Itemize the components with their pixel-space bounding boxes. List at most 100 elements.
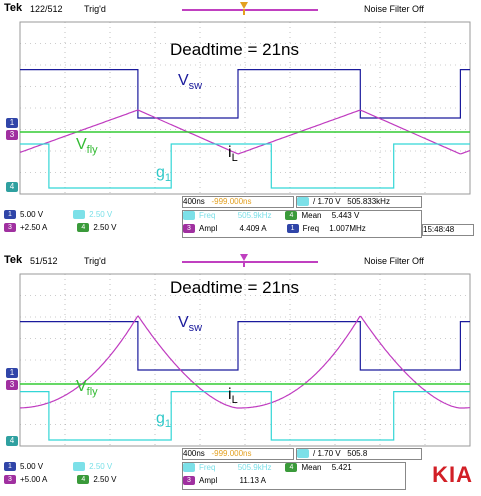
trigger-box: / 1.70 V 505.833kHz — [296, 196, 422, 208]
vsw-label-main: V — [178, 314, 189, 331]
kia-logo: KIA — [432, 462, 473, 487]
series-iL — [19, 109, 471, 155]
measurement-4-name: Freq — [302, 224, 320, 233]
series-g1 — [20, 143, 470, 189]
g1-label-main: g — [156, 410, 165, 427]
scope-header: Tek 51/512 Trig'd Noise Filter Off — [0, 252, 481, 272]
vfly-label: Vfly — [76, 136, 98, 156]
ch3-marker: 3 — [6, 380, 18, 390]
vfly-label-main: V — [76, 378, 87, 395]
ch3-scale-value: +5.00 A — [20, 475, 48, 484]
trigger-frequency: 505.833kHz — [347, 197, 390, 206]
ch4-scale-value: 2.50 V — [93, 223, 117, 232]
trigger-status: Trig'd — [84, 4, 106, 14]
ch2-scale-value: 2.50 V — [89, 462, 113, 471]
trigger-position: -999.000ns — [211, 449, 252, 458]
ch1-marker: 1 — [6, 368, 18, 378]
g1-label-sub: 1 — [164, 418, 172, 431]
series-vsw — [20, 69, 470, 119]
measurement-4-value: 1.007MHz — [329, 224, 366, 233]
trigger-marker-icon — [240, 2, 248, 15]
measurement-2-name: Mean — [301, 463, 322, 472]
ch4-marker: 4 — [6, 436, 18, 446]
ch4-marker: 4 — [6, 182, 18, 192]
measurement-2-value: 5.443 V — [331, 211, 360, 220]
measurement-1-name: Freq — [199, 211, 216, 220]
scope-footer: 400ns -999.000ns / 1.70 V 505.8 1 5.00 V … — [0, 448, 481, 496]
ch1-scale-value: 5.00 V — [20, 462, 44, 471]
measurement-3-value: 11.13 A — [239, 476, 267, 485]
il-label: iL — [228, 386, 238, 406]
measurements-box: Freq 505.9kHz 4 Mean 5.443 V 3 Ampl 4.409 A… — [182, 210, 422, 238]
vfly-label: Vfly — [76, 378, 98, 398]
vsw-label: Vsw — [178, 314, 202, 334]
g1-label-main: g — [156, 164, 165, 181]
timebase-box: 400ns -999.000ns — [182, 196, 294, 208]
trigger-position: -999.000ns — [211, 197, 252, 206]
timebase: 400ns — [183, 197, 205, 206]
ch1-marker: 1 — [6, 118, 18, 128]
trigger-status: Trig'd — [84, 256, 106, 266]
measurement-row-2: 3 Ampl 11.13 A — [183, 476, 405, 486]
il-label-main: i — [228, 386, 232, 403]
chart-title: Deadtime = 21ns — [170, 278, 299, 297]
timebase: 400ns — [183, 449, 205, 458]
noise-filter-status: Noise Filter Off — [364, 4, 424, 14]
measurement-2-name: Mean — [301, 211, 322, 220]
measurement-3-value: 4.409 A — [239, 224, 267, 233]
measurement-1-value: 505.9kHz — [237, 463, 272, 472]
il-label: iL — [228, 144, 238, 164]
trigger-frequency: 505.8 — [347, 449, 368, 458]
measurements-box: Freq 505.9kHz 4 Mean 5.421 3 Ampl 11.13 A — [182, 462, 406, 490]
ch3-scale: 3 +2.50 A 4 2.50 V — [4, 223, 180, 233]
measurement-row-1: Freq 505.9kHz 4 Mean 5.443 V — [183, 211, 421, 221]
measurement-2-value: 5.421 — [331, 463, 352, 472]
channel-scales: 1 5.00 V 2.50 V 3 +2.50 A 4 2.50 V — [4, 210, 180, 236]
brand-label: Tek — [4, 254, 23, 266]
il-label-sub: L — [231, 394, 238, 407]
brand-label: Tek — [4, 2, 23, 14]
vsw-label: Vsw — [178, 72, 202, 92]
g1-label: g1 — [156, 410, 171, 430]
ch3-marker: 3 — [6, 130, 18, 140]
scope-header: Tek 122/512 Trig'd Noise Filter Off — [0, 0, 481, 20]
ch3-scale-value: +2.50 A — [20, 223, 48, 232]
vfly-label-main: V — [76, 136, 87, 153]
series-g1 — [20, 391, 470, 441]
ch1-scale-value: 5.00 V — [20, 210, 44, 219]
trigger-level: / 1.70 V — [313, 197, 341, 206]
il-label-main: i — [228, 144, 232, 161]
clock-box: 15:48:48 — [422, 224, 474, 236]
trigger-box: / 1.70 V 505.8 — [296, 448, 422, 460]
measurement-3-name: Ampl — [199, 476, 218, 485]
vsw-label-sub: sw — [188, 322, 203, 335]
channel-scales: 1 5.00 V 2.50 V 3 +5.00 A 4 2.50 V — [4, 462, 180, 488]
trigger-level: / 1.70 V — [313, 449, 341, 458]
trigger-position-bar — [182, 261, 318, 263]
acquisition-count: 122/512 — [30, 4, 63, 14]
chart-title: Deadtime = 21ns — [170, 40, 299, 59]
il-label-sub: L — [231, 152, 238, 165]
vsw-label-main: V — [178, 72, 189, 89]
measurement-3-name: Ampl — [199, 224, 218, 233]
ch4-scale-value: 2.50 V — [93, 475, 117, 484]
vfly-label-sub: fly — [86, 386, 98, 399]
ch2-scale-value: 2.50 V — [89, 210, 113, 219]
trigger-position-bar — [182, 9, 318, 11]
measurement-1-name: Freq — [199, 463, 216, 472]
waveform-display-2 — [19, 273, 471, 447]
series-iL — [20, 315, 470, 409]
scope-footer: 400ns -999.000ns / 1.70 V 505.833kHz 1 5.… — [0, 196, 481, 244]
scope-panel-2: Tek 51/512 Trig'd Noise Filter Off Deadt… — [0, 252, 481, 496]
vsw-label-sub: sw — [188, 80, 203, 93]
trigger-marker-icon — [240, 254, 248, 267]
series-vsw — [20, 321, 470, 371]
clock-time: 15:48:48 — [423, 225, 455, 234]
g1-label-sub: 1 — [164, 172, 172, 185]
measurement-1-value: 505.9kHz — [237, 211, 272, 220]
g1-label: g1 — [156, 164, 171, 184]
noise-filter-status: Noise Filter Off — [364, 256, 424, 266]
measurement-row-2: 3 Ampl 4.409 A 1 Freq 1.007MHz — [183, 224, 421, 234]
scope-panel-1: Tek 122/512 Trig'd Noise Filter Off Dead… — [0, 0, 481, 244]
timebase-box: 400ns -999.000ns — [182, 448, 294, 460]
